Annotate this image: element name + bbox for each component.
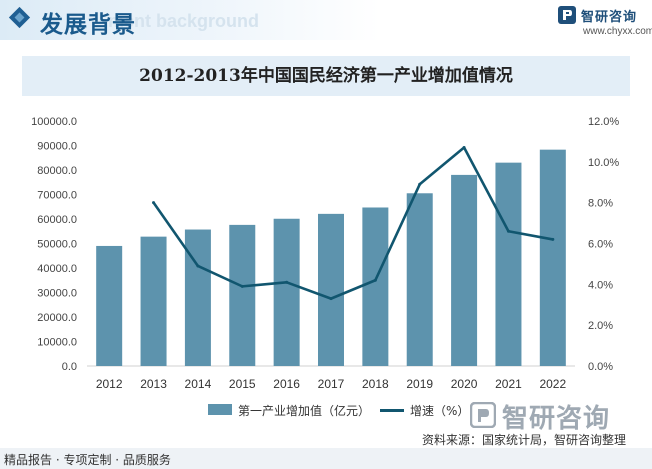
y-right-tick-label: 8.0%	[588, 198, 613, 210]
x-tick-label: 2018	[362, 377, 389, 391]
y-right-tick-label: 10.0%	[588, 157, 619, 169]
bar	[495, 162, 522, 366]
bar	[184, 229, 211, 366]
chart-title-band	[22, 56, 630, 96]
watermark-logo-icon	[470, 402, 496, 428]
x-tick-label: 2015	[229, 377, 256, 391]
x-tick-label: 2014	[185, 377, 212, 391]
growth-line	[152, 146, 554, 300]
legend-bar-label: 第一产业增加值（亿元）	[238, 404, 371, 418]
y-left-tick-label: 100000.0	[31, 116, 77, 128]
y-left-tick-label: 40000.0	[37, 263, 77, 275]
y-left-tick-label: 90000.0	[37, 141, 77, 153]
growth-point	[551, 237, 555, 241]
bar	[318, 213, 344, 366]
y-right-tick-label: 4.0%	[588, 279, 613, 291]
footer-slogan: 精品报告 · 专项定制 · 品质服务	[4, 453, 171, 467]
bar	[362, 207, 389, 366]
x-tick-label: 2012	[96, 377, 123, 391]
bar	[539, 149, 566, 366]
header-bar: ment background 发展背景	[0, 0, 652, 40]
bar	[406, 193, 433, 366]
y-left-tick-label: 80000.0	[37, 165, 77, 177]
growth-point	[373, 278, 377, 282]
y-right-tick-label: 2.0%	[588, 320, 613, 332]
x-tick-label: 2022	[539, 377, 566, 391]
section-title: 发展背景	[40, 12, 136, 38]
growth-point	[240, 284, 244, 288]
y-right-tick-label: 0.0%	[588, 361, 613, 373]
brand-name: 智研咨询	[581, 10, 638, 25]
growth-point	[418, 182, 422, 186]
growth-point	[506, 229, 510, 233]
bar	[229, 224, 256, 366]
y-left-tick-label: 0.0	[62, 361, 77, 373]
data-source: 资料来源：国家统计局，智研咨询整理	[422, 433, 627, 447]
bar	[96, 245, 123, 366]
legend-line-label: 增速（%）	[410, 404, 470, 418]
y-left-tick-label: 70000.0	[37, 190, 77, 202]
watermark-text: 智研咨询	[502, 404, 611, 434]
legend-bar-swatch	[208, 404, 232, 415]
y-left-tick-label: 10000.0	[37, 337, 77, 349]
growth-point	[462, 146, 466, 150]
header-gradient	[0, 0, 380, 40]
y-right-tick-label: 6.0%	[588, 239, 613, 251]
brand-url: www.chyxx.com	[583, 26, 652, 37]
growth-point	[196, 264, 200, 268]
legend-line-swatch	[380, 409, 404, 412]
footer-bar	[0, 448, 652, 469]
y-left-tick-label: 20000.0	[37, 312, 77, 324]
growth-point	[285, 280, 289, 284]
bar	[451, 174, 478, 366]
brand-block: 智研咨询 www.chyxx.com	[557, 4, 652, 40]
x-tick-label: 2016	[273, 377, 300, 391]
y-left-tick-label: 30000.0	[37, 288, 77, 300]
growth-point	[152, 201, 156, 205]
chart-title: 2012-2013年中国国民经济第一产业增加值情况	[139, 66, 513, 86]
header-watermark: ment background	[108, 11, 260, 31]
y-left-tick-label: 60000.0	[37, 214, 77, 226]
x-tick-label: 2017	[318, 377, 345, 391]
x-tick-label: 2013	[140, 377, 167, 391]
x-tick-label: 2020	[451, 377, 478, 391]
bar	[140, 236, 167, 366]
bar	[273, 218, 300, 366]
y-right-tick-label: 12.0%	[588, 116, 619, 128]
x-tick-label: 2019	[406, 377, 433, 391]
brand-logo-icon	[558, 6, 576, 24]
y-left-tick-label: 50000.0	[37, 239, 77, 251]
growth-point	[329, 297, 333, 301]
x-tick-label: 2021	[495, 377, 522, 391]
